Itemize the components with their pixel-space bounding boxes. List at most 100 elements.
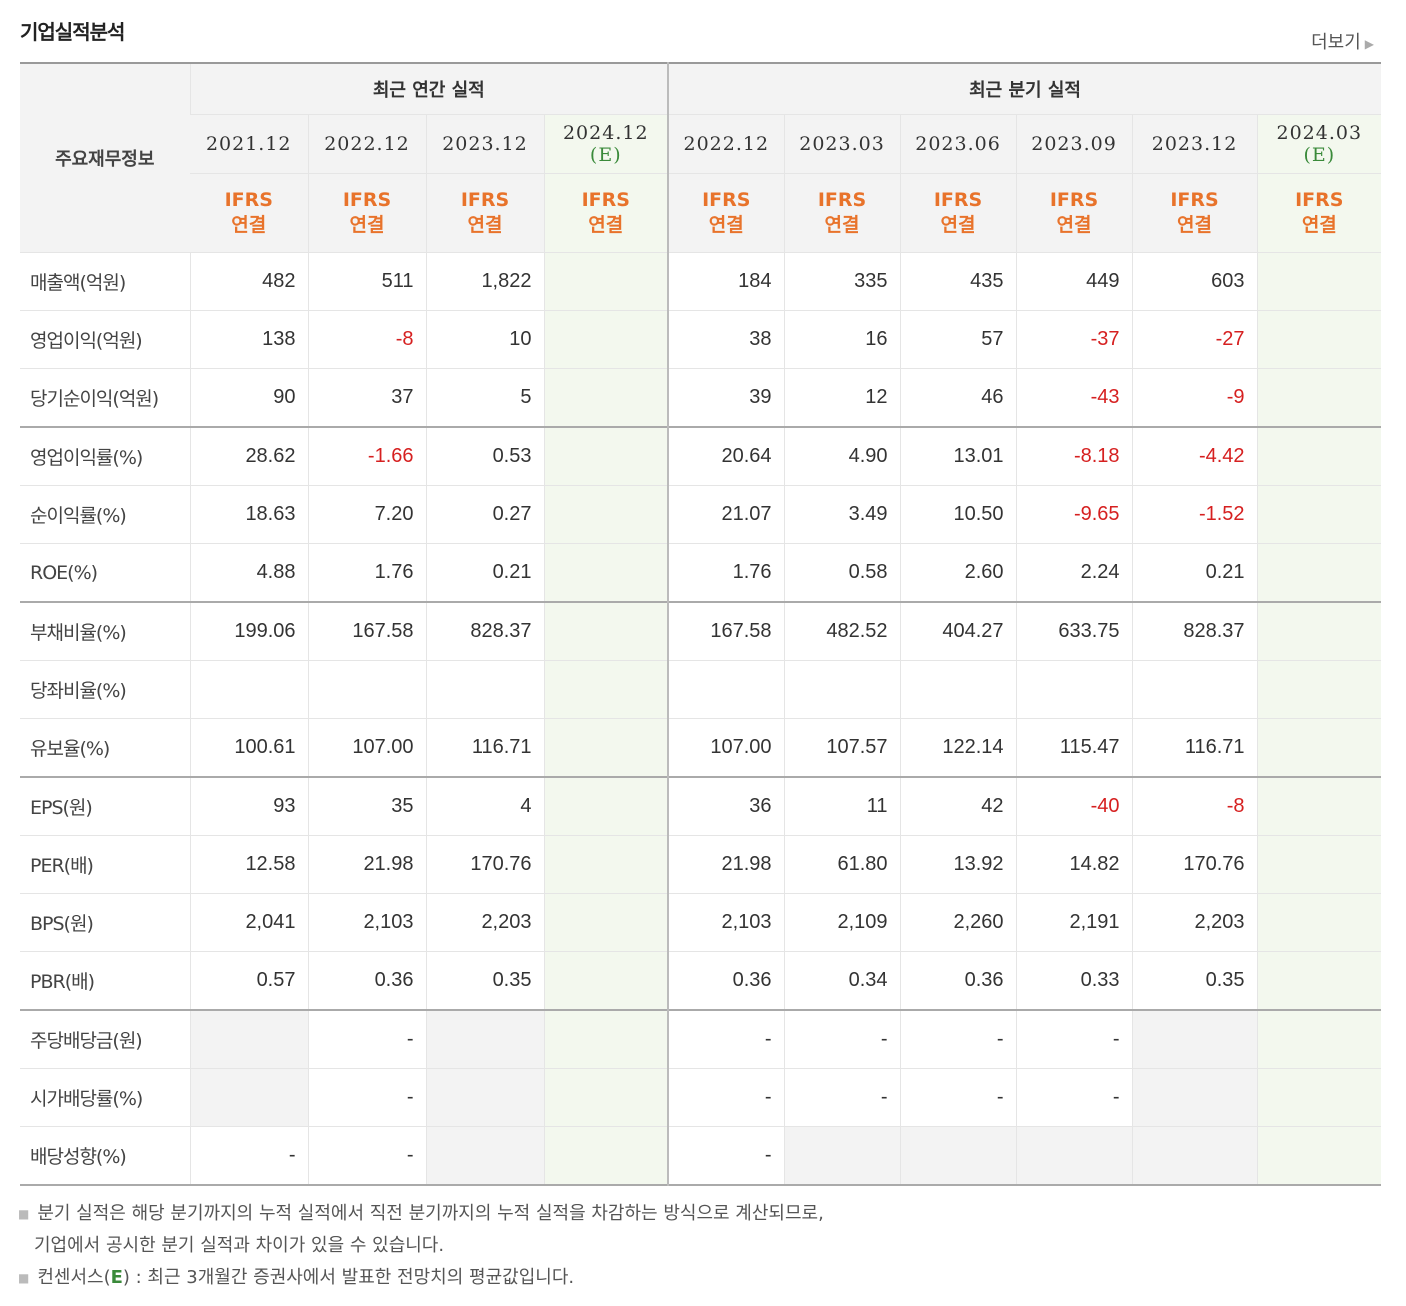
value-cell: 0.35 <box>1131 951 1258 1011</box>
ifrs-label: IFRS <box>1170 189 1219 211</box>
value-cell: -9 <box>1131 368 1258 428</box>
table-row: PBR(배) 0.57 0.36 0.35 0.36 0.34 0.36 0.33 0.35 <box>20 951 1382 1011</box>
value-cell <box>1256 1068 1382 1127</box>
value-cell <box>1131 1068 1258 1127</box>
value-cell <box>189 1009 308 1069</box>
value-cell <box>543 426 669 486</box>
value-cell: 2,260 <box>899 893 1017 952</box>
value-cell: - <box>1015 1068 1133 1127</box>
value-cell <box>1256 601 1382 661</box>
value-cell: 435 <box>899 252 1017 311</box>
value-cell: 20.64 <box>667 426 785 486</box>
table-row: 유보율(%) 100.61 107.00 116.71 107.00 107.57 122.… <box>20 718 1382 778</box>
row-label: BPS(원) <box>20 893 190 952</box>
table-row: 시가배당률(%) - - - - - <box>20 1068 1382 1127</box>
value-cell <box>425 660 544 719</box>
value-cell: 14.82 <box>1015 835 1133 894</box>
value-cell <box>425 1068 544 1127</box>
note-2: ■ 컨센서스(E) : 최근 3개월간 증권사에서 발표한 전망치의 평균값입니다… <box>18 1267 575 1288</box>
value-cell: 2.60 <box>899 543 1017 603</box>
more-label: 더보기 <box>1311 32 1361 53</box>
note-1b: 기업에서 공시한 분기 실적과 차이가 있을 수 있습니다. <box>34 1235 445 1256</box>
value-cell: 184 <box>667 252 785 311</box>
ifrs-badge: IFRS 연결 <box>425 173 544 253</box>
table-row: PER(배) 12.58 21.98 170.76 21.98 61.80 13.92 14.… <box>20 835 1382 894</box>
value-cell <box>1256 310 1382 369</box>
ifrs-label: IFRS <box>1049 189 1099 211</box>
value-cell: 2,203 <box>425 893 544 952</box>
period-header: 2024.03 (E) <box>1256 114 1382 174</box>
value-cell: 170.76 <box>1131 835 1258 894</box>
table-row: EPS(원) 93 35 4 36 11 42 -40 -8 <box>20 776 1382 836</box>
table-row: 배당성향(%) - - - <box>20 1126 1382 1186</box>
consol-label: 연결 <box>588 214 624 236</box>
value-cell: 61.80 <box>783 835 901 894</box>
value-cell <box>425 1126 544 1186</box>
value-cell: 10 <box>425 310 544 369</box>
period-header: 2022.12 <box>667 114 785 174</box>
value-cell: 199.06 <box>189 601 308 661</box>
consol-label: 연결 <box>1177 214 1213 236</box>
value-cell <box>1256 660 1382 719</box>
value-cell: 0.34 <box>783 951 901 1011</box>
value-cell: 93 <box>189 776 308 836</box>
table-row: 당좌비율(%) <box>20 660 1382 719</box>
estimate-mark: (E) <box>589 144 622 166</box>
value-cell: 449 <box>1015 252 1133 311</box>
value-cell: 42 <box>899 776 1017 836</box>
value-cell: 2,041 <box>189 893 308 952</box>
value-cell: 2,103 <box>307 893 426 952</box>
consol-label: 연결 <box>824 214 860 236</box>
ifrs-label: IFRS <box>224 189 273 211</box>
period-header: 2023.12 <box>1131 114 1258 174</box>
table-row: 주당배당금(원) - - - - - <box>20 1009 1382 1069</box>
value-cell: -27 <box>1131 310 1258 369</box>
value-cell: 90 <box>189 368 308 428</box>
row-label: PER(배) <box>20 835 190 894</box>
value-cell <box>543 368 669 428</box>
value-cell: 335 <box>783 252 901 311</box>
value-cell: -4.42 <box>1131 426 1258 486</box>
value-cell <box>543 1068 669 1127</box>
value-cell: -40 <box>1015 776 1133 836</box>
table-row: 매출액(억원) 482 511 1,822 184 335 435 449 603 <box>20 252 1382 311</box>
more-link[interactable]: 더보기 ▶ <box>1311 28 1374 54</box>
quarter-group-header: 최근 분기 실적 <box>667 63 1382 115</box>
ifrs-badge: IFRS 연결 <box>899 173 1017 253</box>
value-cell: 167.58 <box>667 601 785 661</box>
value-cell: 116.71 <box>1131 718 1258 778</box>
value-cell: 0.35 <box>425 951 544 1011</box>
note-1: ■ 분기 실적은 해당 분기까지의 누적 실적에서 직전 분기까지의 누적 실적을… <box>18 1203 824 1224</box>
row-label: 주당배당금(원) <box>20 1009 190 1069</box>
value-cell <box>543 1126 669 1186</box>
value-cell: 0.58 <box>783 543 901 603</box>
estimate-mark: (E) <box>1303 144 1336 166</box>
value-cell: -8 <box>1131 776 1258 836</box>
value-cell: 0.27 <box>425 485 544 544</box>
value-cell: 4.90 <box>783 426 901 486</box>
value-cell: 603 <box>1131 252 1258 311</box>
value-cell: 36 <box>667 776 785 836</box>
value-cell: 16 <box>783 310 901 369</box>
period-header: 2023.09 <box>1015 114 1133 174</box>
value-cell: -43 <box>1015 368 1133 428</box>
value-cell <box>543 601 669 661</box>
value-cell: 21.98 <box>307 835 426 894</box>
value-cell: 2,203 <box>1131 893 1258 952</box>
value-cell <box>543 718 669 778</box>
ifrs-label: IFRS <box>933 189 983 211</box>
row-label: 영업이익률(%) <box>20 426 190 486</box>
value-cell: 482.52 <box>783 601 901 661</box>
consol-label: 연결 <box>231 214 267 236</box>
value-cell <box>543 951 669 1011</box>
value-cell: 28.62 <box>189 426 308 486</box>
value-cell <box>1256 776 1382 836</box>
value-cell <box>1256 543 1382 603</box>
value-cell: 0.57 <box>189 951 308 1011</box>
value-cell: - <box>189 1126 308 1186</box>
value-cell: - <box>667 1126 785 1186</box>
value-cell <box>1015 660 1133 719</box>
consol-label: 연결 <box>708 214 744 236</box>
value-cell <box>1256 368 1382 428</box>
period-header: 2023.12 <box>425 114 544 174</box>
